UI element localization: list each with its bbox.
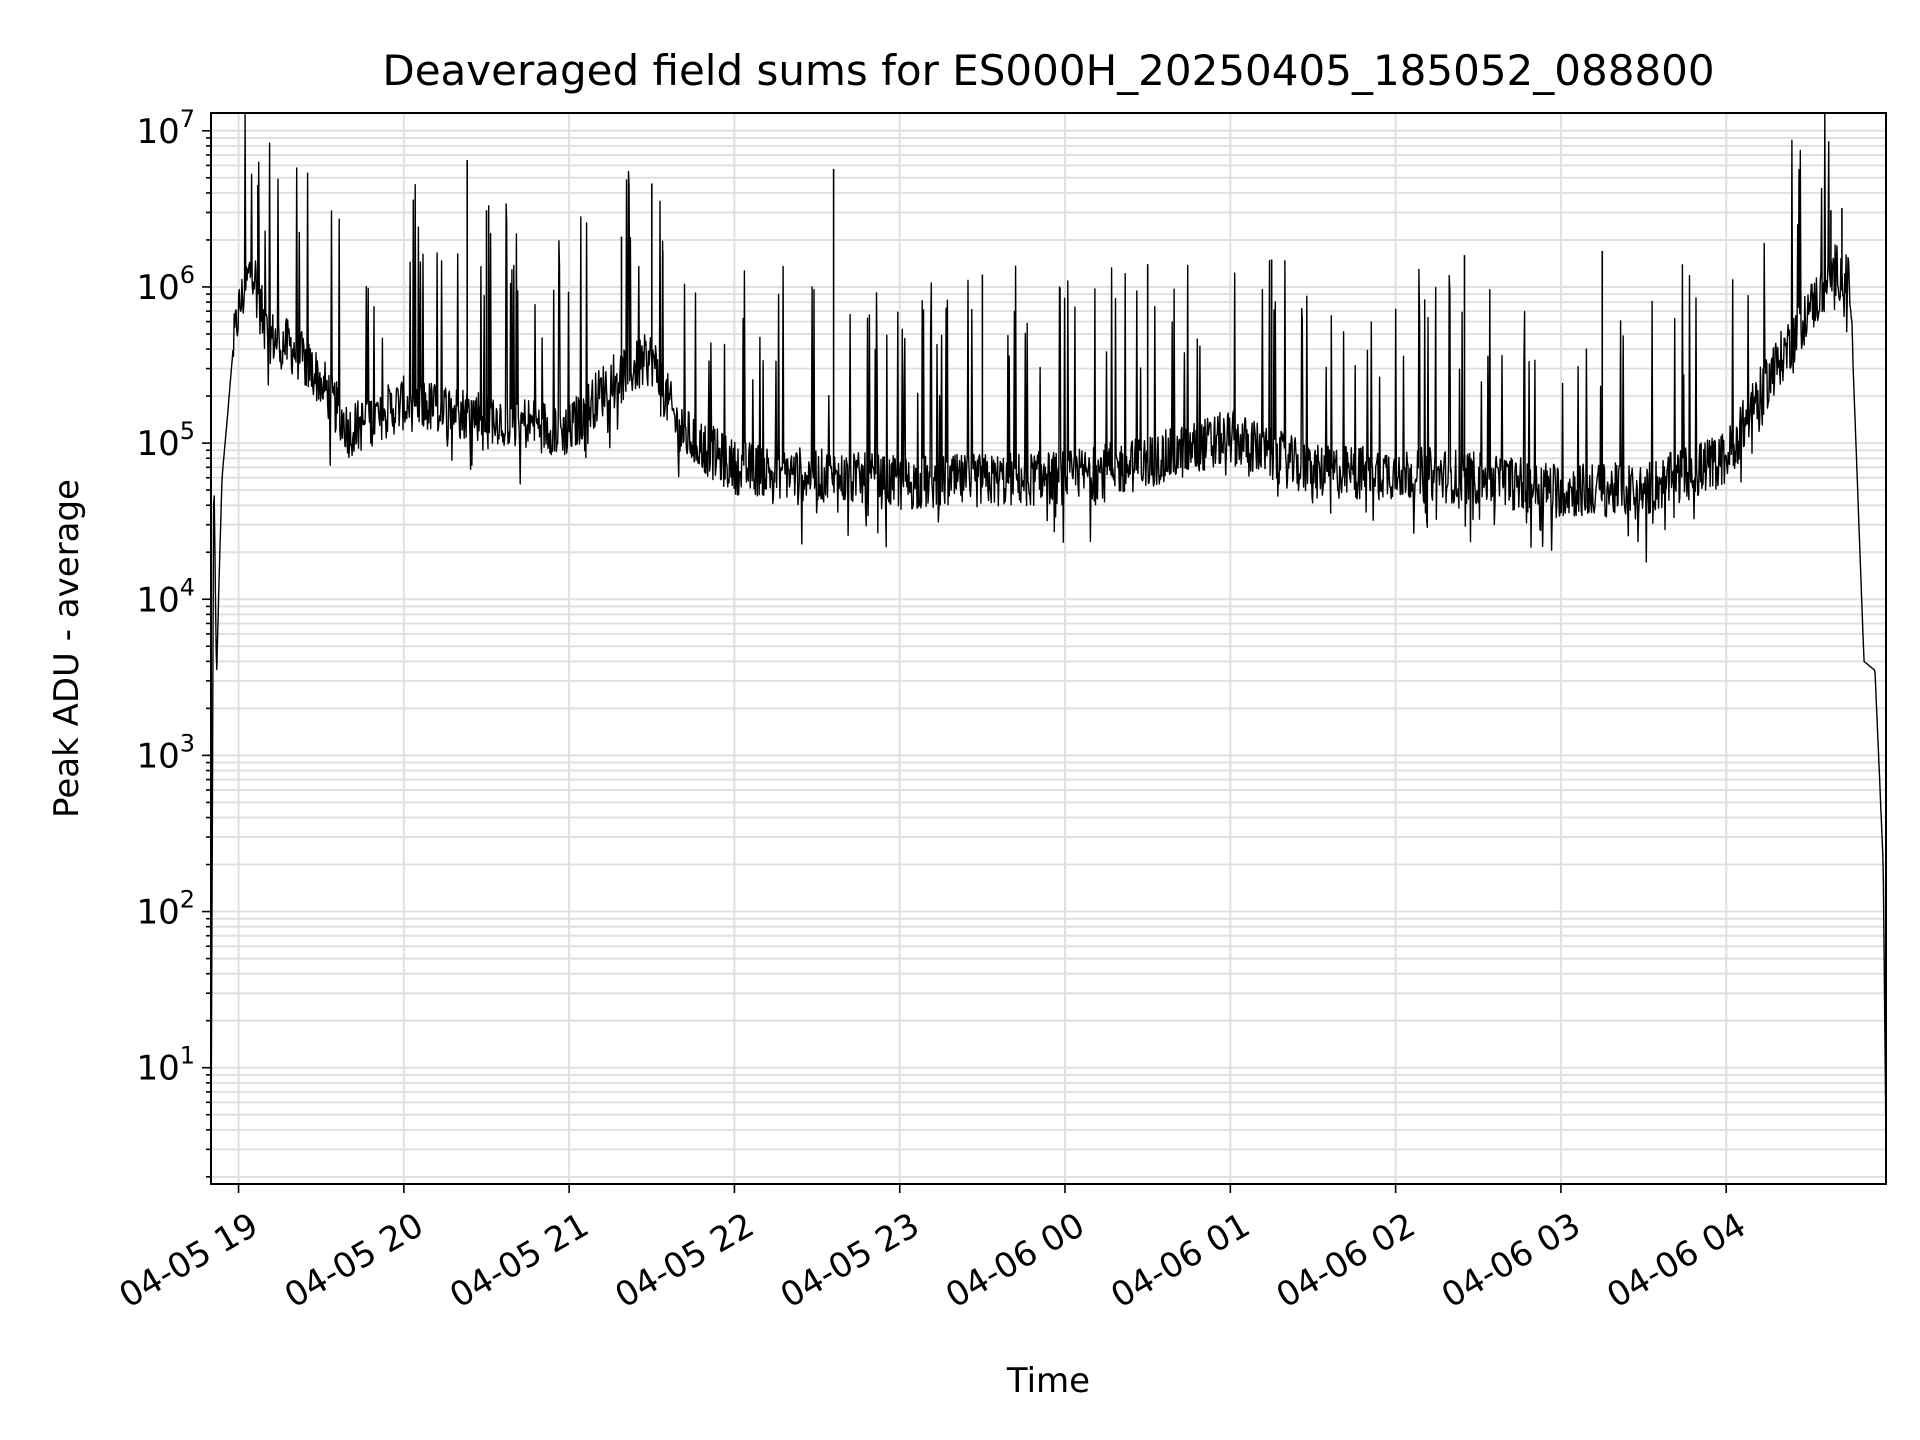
plot-frame <box>210 112 1887 1185</box>
y-tick-label: 101 <box>136 1042 195 1089</box>
y-tick-label: 106 <box>136 261 195 308</box>
data-series <box>210 112 1887 1177</box>
y-tick-label: 105 <box>136 417 195 464</box>
y-tick-label: 107 <box>136 105 195 152</box>
data-line <box>210 112 1887 1177</box>
x-axis-label: Time <box>1006 1361 1090 1401</box>
y-tick-label: 103 <box>136 729 195 776</box>
y-tick-label: 102 <box>136 886 195 933</box>
y-axis-label: Peak ADU - average <box>47 479 87 818</box>
y-tick-label: 104 <box>136 573 195 620</box>
chart-title: Deaveraged field sums for ES000H_2025040… <box>382 46 1714 95</box>
